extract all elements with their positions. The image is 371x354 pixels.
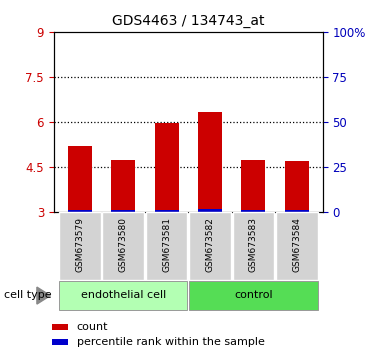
Text: control: control: [234, 290, 273, 300]
Bar: [102, 212, 144, 280]
Text: endothelial cell: endothelial cell: [81, 290, 166, 300]
Text: percentile rank within the sample: percentile rank within the sample: [77, 337, 265, 347]
Bar: [155, 123, 178, 212]
Bar: [242, 160, 265, 212]
Bar: [146, 212, 187, 280]
Text: GSM673580: GSM673580: [119, 217, 128, 272]
Polygon shape: [37, 287, 50, 304]
Bar: [285, 161, 309, 212]
Bar: [155, 210, 178, 212]
Bar: [111, 160, 135, 212]
Text: GSM673583: GSM673583: [249, 217, 258, 272]
Title: GDS4463 / 134743_at: GDS4463 / 134743_at: [112, 14, 265, 28]
Text: cell type: cell type: [4, 290, 51, 300]
Bar: [68, 210, 92, 212]
Bar: [59, 212, 101, 280]
Bar: [111, 210, 135, 212]
Text: GSM673584: GSM673584: [292, 217, 301, 272]
Bar: [233, 212, 274, 280]
Bar: [189, 281, 318, 310]
Bar: [189, 212, 231, 280]
Bar: [285, 210, 309, 212]
Text: GSM673579: GSM673579: [75, 217, 84, 272]
Text: GSM673582: GSM673582: [206, 217, 214, 272]
Bar: [52, 339, 69, 345]
Text: GSM673581: GSM673581: [162, 217, 171, 272]
Bar: [198, 209, 222, 212]
Bar: [242, 210, 265, 212]
Bar: [68, 146, 92, 212]
Bar: [59, 281, 187, 310]
Text: count: count: [77, 322, 108, 332]
Bar: [276, 212, 318, 280]
Bar: [52, 324, 69, 330]
Bar: [198, 112, 222, 212]
